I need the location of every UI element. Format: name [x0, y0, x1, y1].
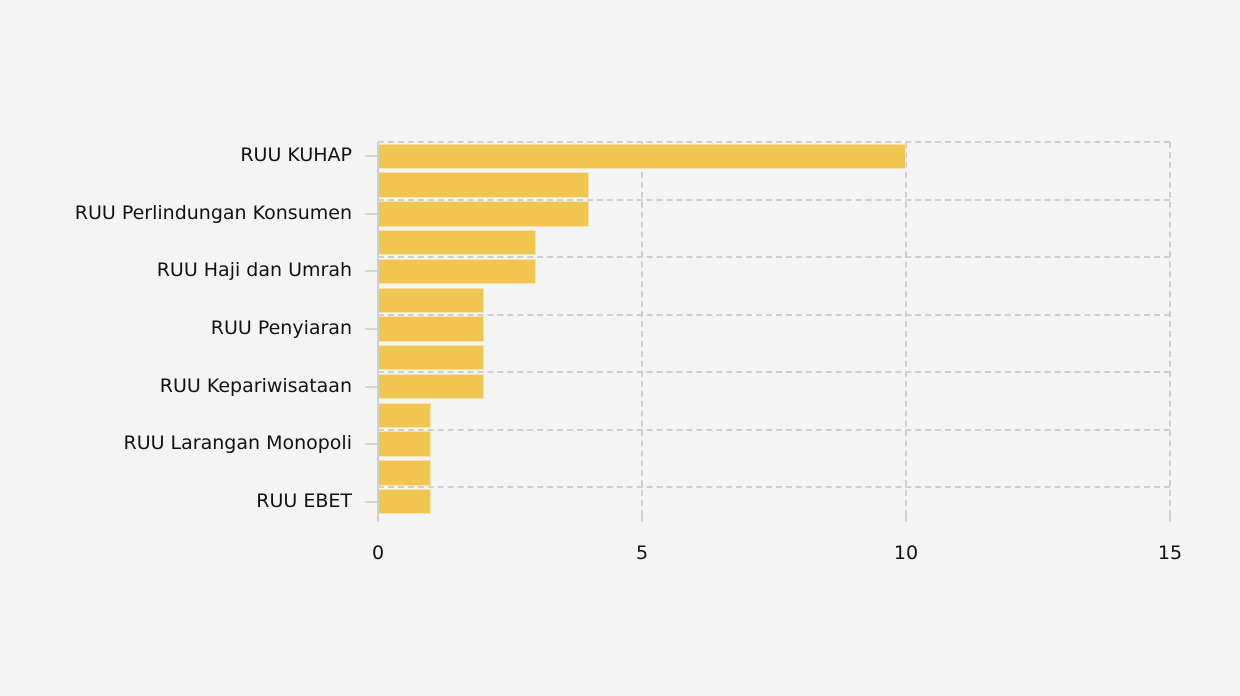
bar	[378, 345, 484, 371]
horizontal-gridline	[378, 141, 1170, 143]
x-tick-label: 15	[1157, 542, 1183, 564]
bar	[378, 316, 484, 342]
horizontal-gridline	[378, 486, 1170, 489]
bar	[378, 373, 484, 400]
bar	[378, 143, 906, 170]
x-tick-label: 10	[893, 542, 919, 564]
y-tick-mark	[365, 270, 377, 273]
bar	[378, 230, 537, 256]
x-tick-mark	[905, 516, 907, 522]
vertical-gridline	[641, 142, 643, 516]
y-tick-mark	[365, 443, 377, 446]
x-tick-mark	[641, 516, 643, 522]
x-tick-mark	[377, 516, 379, 522]
bar	[378, 172, 590, 198]
bar	[378, 460, 431, 486]
y-tick-mark	[365, 212, 377, 215]
horizontal-gridline	[378, 371, 1170, 374]
y-tick-label: RUU Kepariwisataan	[159, 374, 352, 397]
y-tick-label: RUU Penyiaran	[210, 317, 352, 339]
y-tick-label: RUU EBET	[256, 489, 352, 512]
bar	[378, 287, 484, 313]
y-tick-label: RUU Larangan Monopoli	[123, 432, 353, 455]
y-tick-label: RUU Perlindungan Konsumen	[74, 201, 352, 224]
bar	[378, 402, 431, 428]
horizontal-gridline	[378, 428, 1170, 431]
y-axis-line	[377, 142, 379, 516]
bar	[378, 488, 431, 515]
y-tick-mark	[365, 385, 377, 388]
y-tick-label: RUU KUHAP	[240, 144, 352, 167]
bar	[378, 201, 590, 227]
y-tick-mark	[365, 155, 377, 158]
vertical-gridline	[1169, 142, 1171, 516]
x-tick-mark	[1169, 516, 1171, 522]
y-tick-mark	[365, 328, 377, 330]
y-tick-mark	[365, 500, 377, 503]
y-tick-label: RUU Haji dan Umrah	[156, 259, 352, 282]
horizontal-gridline	[378, 313, 1170, 316]
horizontal-gridline	[378, 256, 1170, 259]
x-tick-label: 0	[371, 542, 385, 564]
bar	[378, 431, 431, 457]
bar	[378, 258, 537, 285]
horizontal-gridline	[378, 198, 1170, 201]
vertical-gridline	[905, 142, 907, 516]
x-tick-label: 5	[635, 542, 649, 564]
